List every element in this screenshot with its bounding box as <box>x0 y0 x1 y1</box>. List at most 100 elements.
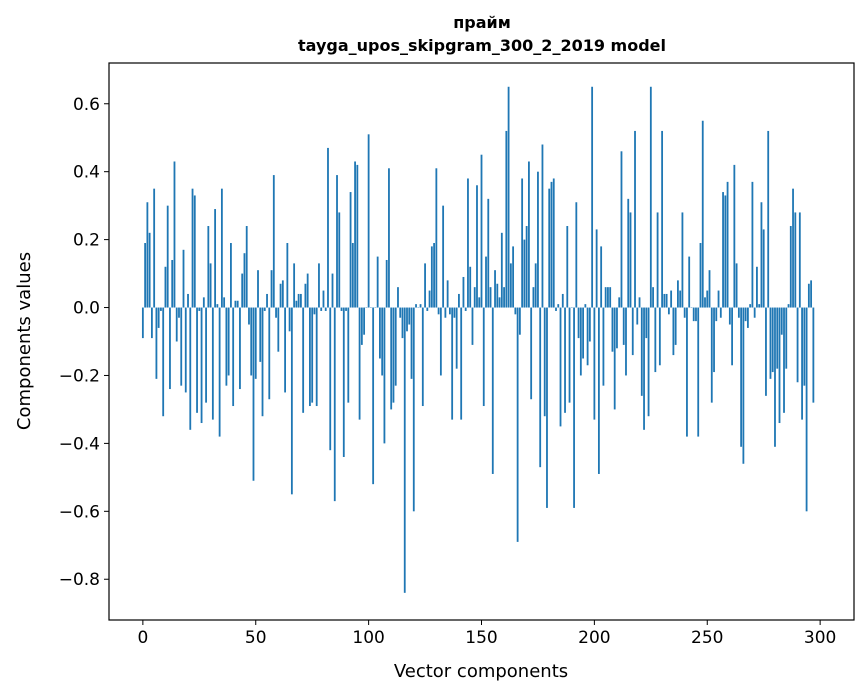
bar-component-244 <box>692 307 695 322</box>
bar-component-81 <box>324 307 327 311</box>
bar-component-269 <box>749 304 752 308</box>
bar-component-184 <box>557 304 560 308</box>
bar-component-68 <box>295 300 298 308</box>
bar-component-91 <box>347 307 350 403</box>
bar-component-19 <box>184 307 187 393</box>
bar-component-273 <box>758 304 761 308</box>
bar-component-192 <box>575 202 578 308</box>
bar-component-211 <box>618 297 621 308</box>
bar-component-287 <box>789 226 792 308</box>
bar-component-74 <box>309 307 311 407</box>
bar-component-26 <box>200 307 203 424</box>
bar-component-284 <box>783 307 785 413</box>
bar-component-296 <box>810 280 813 308</box>
bar-component-256 <box>719 307 722 318</box>
bar-component-27 <box>202 297 205 308</box>
bar-component-261 <box>731 307 733 366</box>
bar-component-230 <box>661 130 664 308</box>
bar-component-242 <box>688 256 691 308</box>
bar-component-248 <box>701 120 704 308</box>
bar-component-254 <box>715 307 718 322</box>
bar-component-285 <box>785 307 788 369</box>
bar-component-52 <box>259 307 262 362</box>
bar-component-10 <box>164 266 167 308</box>
bar-component-172 <box>530 307 533 400</box>
bar-component-131 <box>437 307 440 315</box>
bar-component-56 <box>268 307 271 400</box>
bar-component-8 <box>160 307 162 311</box>
bar-component-40 <box>232 307 235 407</box>
chart-title-line1: прайм <box>453 13 511 32</box>
bar-component-162 <box>507 86 510 308</box>
bar-component-288 <box>792 188 794 308</box>
y-tick-label: −0.4 <box>59 434 100 454</box>
bar-component-188 <box>566 226 569 308</box>
bar-component-116 <box>403 307 406 593</box>
bar-component-253 <box>713 307 715 373</box>
bar-component-77 <box>315 307 318 407</box>
bar-component-214 <box>625 307 627 376</box>
bar-component-134 <box>444 307 447 318</box>
bar-component-65 <box>288 307 291 332</box>
bar-component-17 <box>180 307 183 386</box>
bar-component-270 <box>751 181 754 308</box>
bar-component-1 <box>144 243 147 308</box>
x-tick-label: 150 <box>465 628 497 648</box>
bar-component-170 <box>525 226 528 308</box>
bar-component-25 <box>198 307 201 311</box>
bar-component-241 <box>686 307 688 437</box>
bar-component-85 <box>333 307 336 502</box>
bar-component-294 <box>805 307 808 512</box>
x-tick-label: 100 <box>352 628 384 648</box>
x-tick-label: 0 <box>137 628 148 648</box>
bar-component-2 <box>146 202 149 308</box>
bar-component-58 <box>272 175 275 308</box>
bar-component-171 <box>528 161 530 308</box>
bar-component-5 <box>153 188 156 308</box>
bar-component-224 <box>647 307 650 417</box>
bar-component-31 <box>211 307 214 420</box>
bar-component-111 <box>392 307 395 403</box>
bar-component-86 <box>336 175 338 308</box>
bar-component-297 <box>812 307 815 403</box>
bar-component-51 <box>257 270 259 308</box>
bar-component-95 <box>356 164 359 308</box>
bar-component-213 <box>622 307 625 345</box>
bar-component-204 <box>602 307 605 386</box>
bar-component-112 <box>394 307 397 386</box>
bar-component-255 <box>717 290 720 308</box>
bar-component-239 <box>681 212 684 308</box>
bar-component-87 <box>338 212 341 308</box>
bar-component-291 <box>798 212 801 308</box>
bar-component-143 <box>464 307 467 311</box>
bar-component-98 <box>363 307 366 335</box>
bar-component-165 <box>514 307 517 315</box>
bar-component-257 <box>722 192 724 308</box>
bar-component-150 <box>480 154 483 308</box>
bar-component-14 <box>173 161 176 308</box>
bar-component-24 <box>196 307 198 413</box>
bar-component-218 <box>634 130 636 308</box>
bar-component-139 <box>455 307 458 369</box>
bar-component-11 <box>166 205 169 308</box>
bar-component-75 <box>311 307 314 403</box>
bar-component-295 <box>807 283 810 308</box>
bar-component-183 <box>555 307 557 311</box>
bar-component-163 <box>509 263 512 308</box>
bar-component-45 <box>243 253 246 308</box>
bar-component-84 <box>331 273 334 308</box>
bar-component-208 <box>611 307 614 352</box>
bar-component-207 <box>609 287 612 308</box>
bar-component-282 <box>778 307 781 424</box>
x-tick-label: 300 <box>804 628 836 648</box>
bar-component-247 <box>699 243 702 308</box>
bar-component-135 <box>446 280 449 308</box>
chart-title-line2: tayga_upos_skipgram_300_2_2019 model <box>298 36 666 55</box>
bar-component-38 <box>227 307 230 376</box>
bar-component-50 <box>254 307 257 379</box>
bar-component-142 <box>462 276 465 308</box>
bar-component-64 <box>286 243 289 308</box>
bar-component-221 <box>640 307 643 396</box>
x-axis-label: Vector components <box>394 661 568 682</box>
